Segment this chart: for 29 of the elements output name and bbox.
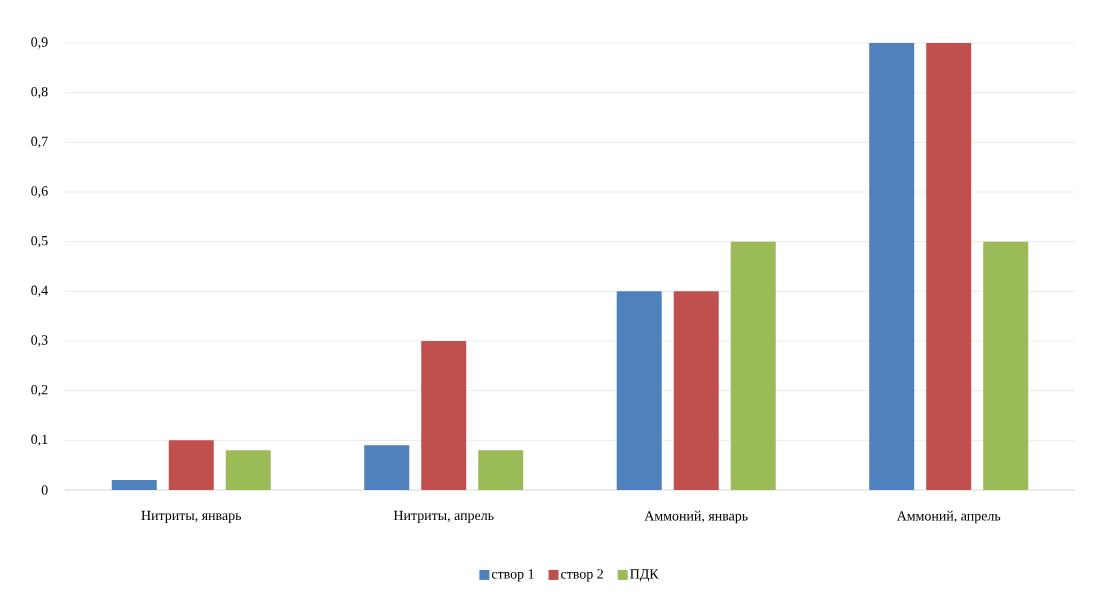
y-tick-label: 0,9 (31, 37, 48, 49)
y-tick-label: 0,7 (31, 136, 48, 149)
bar (225, 450, 271, 490)
y-tick-label: 0,5 (31, 235, 48, 248)
bar (983, 241, 1029, 490)
y-tick-label: 0,2 (31, 384, 48, 397)
y-tick-label: 0 (41, 485, 48, 495)
bar (616, 291, 662, 490)
bar (673, 291, 719, 490)
x-tick-label: Нитриты, январь (141, 510, 242, 523)
y-tick-label: 0,4 (31, 285, 48, 298)
legend-label: ПДК (630, 569, 659, 582)
y-tick-label: 0,3 (31, 335, 48, 347)
bar (869, 43, 915, 490)
bar (421, 341, 467, 490)
legend-label: створ 2 (561, 569, 603, 582)
bar (364, 445, 410, 490)
bar (926, 43, 972, 490)
bar (111, 480, 157, 490)
bar (168, 440, 214, 490)
bar (730, 241, 776, 490)
bar (478, 450, 524, 490)
x-tick-label: Нитриты, апрель (393, 510, 494, 523)
y-tick-label: 0,6 (31, 186, 48, 198)
y-tick-label: 0,8 (31, 86, 48, 99)
legend-label: створ 1 (491, 569, 534, 582)
x-tick-label: Аммоний, январь (644, 510, 748, 524)
x-tick-label: Аммоний, апрель (896, 510, 1001, 524)
y-tick-label: 0,1 (31, 434, 48, 447)
